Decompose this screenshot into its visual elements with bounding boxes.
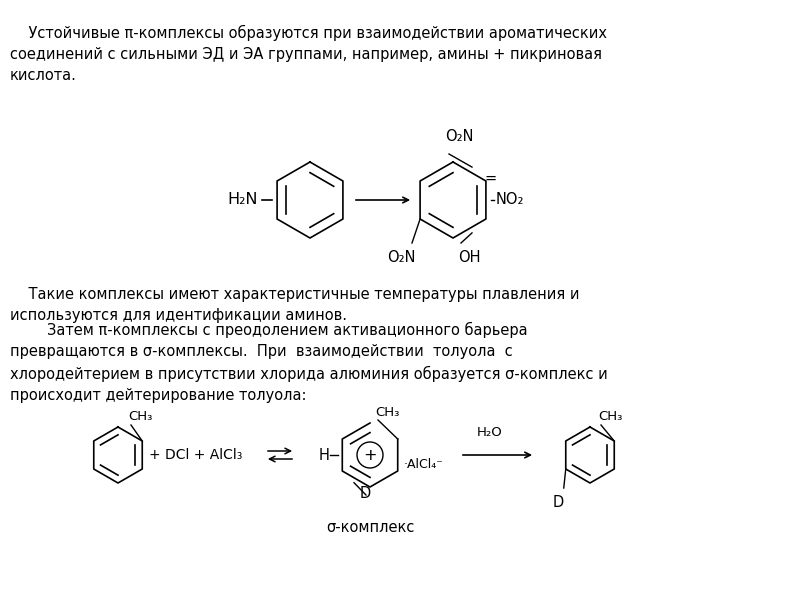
Text: D: D (359, 486, 370, 501)
Text: OH: OH (458, 250, 481, 265)
Text: + DCl + AlCl₃: + DCl + AlCl₃ (149, 448, 242, 462)
Text: H₂N: H₂N (227, 193, 258, 208)
Text: CH₃: CH₃ (128, 410, 152, 423)
Text: H₂O: H₂O (477, 426, 503, 439)
Text: =: = (485, 170, 497, 185)
Text: CH₃: CH₃ (598, 410, 622, 423)
Text: ·AlCl₄⁻: ·AlCl₄⁻ (404, 458, 444, 472)
Text: NO₂: NO₂ (496, 193, 525, 208)
Text: Такие комплексы имеют характеристичные температуры плавления и
используются для : Такие комплексы имеют характеристичные т… (10, 287, 579, 323)
Text: Устойчивые π-комплексы образуются при взаимодействии ароматических
соединений с : Устойчивые π-комплексы образуются при вз… (10, 25, 607, 83)
Text: +: + (363, 448, 377, 463)
Text: O₂N: O₂N (387, 250, 415, 265)
Text: O₂N: O₂N (445, 129, 474, 144)
Text: σ-комплекс: σ-комплекс (326, 520, 414, 535)
Text: CH₃: CH₃ (375, 406, 399, 419)
Text: D: D (552, 495, 563, 510)
Text: H: H (318, 448, 330, 463)
Text: Затем π-комплексы с преодолением активационного барьера
превращаются в σ-комплек: Затем π-комплексы с преодолением активац… (10, 322, 608, 403)
